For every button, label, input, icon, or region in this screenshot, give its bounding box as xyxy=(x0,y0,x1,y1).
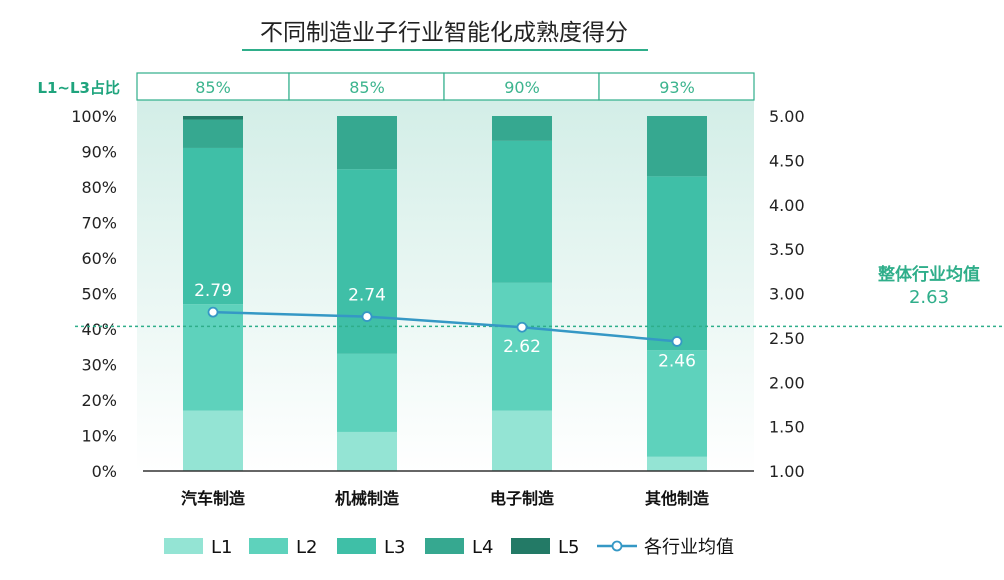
right-y-axis: 1.00 1.50 2.00 2.50 3.00 3.50 4.00 4.50 5.00 xyxy=(769,107,805,481)
category-label: 电子制造 xyxy=(490,489,555,508)
right-axis-tick-label: 1.00 xyxy=(769,462,805,481)
ratio-value: 90% xyxy=(504,78,540,97)
bar-segment-l3 xyxy=(492,140,552,283)
legend: L1 L2 L3 L4 L5 各行业均值 xyxy=(164,537,734,558)
x-axis-categories: 汽车制造 机械制造 电子制造 其他制造 xyxy=(181,489,710,508)
right-axis-tick-label: 2.50 xyxy=(769,329,805,348)
right-axis-tick-label: 3.50 xyxy=(769,240,805,259)
bar-segment-l3 xyxy=(647,176,707,351)
left-axis-tick-label: 80% xyxy=(81,178,117,197)
left-axis-tick-label: 70% xyxy=(81,214,117,233)
bar-segment-l2 xyxy=(492,282,552,411)
right-axis-tick-label: 5.00 xyxy=(769,107,805,126)
legend-label: 各行业均值 xyxy=(644,537,734,558)
legend-label: L4 xyxy=(472,537,493,558)
bar-segment-l2 xyxy=(337,353,397,432)
ratio-value: 93% xyxy=(659,78,695,97)
left-axis-tick-label: 0% xyxy=(92,462,117,481)
ratio-value: 85% xyxy=(195,78,231,97)
bar-segment-l4 xyxy=(647,116,707,177)
ratio-cell xyxy=(288,72,445,101)
left-axis-tick-label: 40% xyxy=(81,320,117,339)
legend-label: L3 xyxy=(384,537,405,558)
left-axis-tick-label: 50% xyxy=(81,285,117,304)
category-label: 汽车制造 xyxy=(181,489,246,508)
left-y-axis: 0% 10% 20% 30% 40% 50% 60% 70% 80% 90% 100% xyxy=(71,107,117,481)
right-axis-tick-label: 4.50 xyxy=(769,151,805,170)
legend-label: L1 xyxy=(211,537,232,558)
average-point xyxy=(671,336,683,347)
legend-swatch-l5 xyxy=(511,538,550,554)
bar-segment-l4 xyxy=(337,116,397,170)
ratio-cell xyxy=(443,72,600,101)
bar-segment-l4 xyxy=(183,119,243,148)
overall-average-label: 整体行业均值 xyxy=(878,264,980,285)
legend-swatch-l3 xyxy=(337,538,376,554)
bar-segment-l3 xyxy=(337,169,397,354)
legend-label: L2 xyxy=(296,537,317,558)
average-point xyxy=(361,311,373,322)
average-value-label: 2.79 xyxy=(194,281,232,301)
average-line-path xyxy=(212,310,678,343)
legend-swatch-l2 xyxy=(249,538,288,554)
average-point xyxy=(207,306,219,318)
legend-label: L5 xyxy=(558,537,579,558)
left-axis-tick-label: 100% xyxy=(71,107,117,126)
bar-segment-l2 xyxy=(647,350,707,457)
average-point xyxy=(516,321,528,333)
category-label: 机械制造 xyxy=(335,489,400,508)
ratio-row-label: L1~L3占比 xyxy=(37,79,120,97)
bar-segment-l1 xyxy=(647,456,707,471)
overall-average-value: 2.63 xyxy=(909,287,949,308)
legend-swatch-l4 xyxy=(425,538,464,554)
left-axis-tick-label: 30% xyxy=(81,356,117,375)
bar-segment-l3 xyxy=(183,147,243,305)
bar-segment-l2 xyxy=(183,304,243,411)
chart-title: 不同制造业子行业智能化成熟度得分 xyxy=(260,20,628,46)
average-value-label: 2.74 xyxy=(348,286,386,306)
legend-swatch-l1 xyxy=(164,538,203,554)
right-axis-tick-label: 3.00 xyxy=(769,285,805,304)
industry-average-line: 2.79 2.74 2.62 2.46 xyxy=(194,281,696,371)
ratio-value: 85% xyxy=(349,78,385,97)
left-axis-tick-label: 10% xyxy=(81,427,117,446)
bar-segment-l1 xyxy=(492,410,552,471)
average-value-label: 2.62 xyxy=(503,337,541,357)
bar-series xyxy=(183,116,707,471)
right-axis-tick-label: 4.00 xyxy=(769,196,805,215)
bar-segment-l4 xyxy=(492,116,552,141)
left-axis-tick-label: 60% xyxy=(81,249,117,268)
category-label: 其他制造 xyxy=(645,489,710,508)
legend-line-marker xyxy=(611,540,623,552)
ratio-row: 85% 85% 90% 93% xyxy=(136,72,755,101)
left-axis-tick-label: 20% xyxy=(81,391,117,410)
left-axis-tick-label: 90% xyxy=(81,143,117,162)
right-axis-tick-label: 2.00 xyxy=(769,373,805,392)
average-value-label: 2.46 xyxy=(658,351,696,371)
bar-segment-l1 xyxy=(337,431,397,471)
bar-segment-l1 xyxy=(183,410,243,471)
ratio-cell xyxy=(598,72,755,101)
right-axis-tick-label: 1.50 xyxy=(769,418,805,437)
ratio-cell xyxy=(136,72,290,101)
bar-segment-l5 xyxy=(183,116,243,120)
